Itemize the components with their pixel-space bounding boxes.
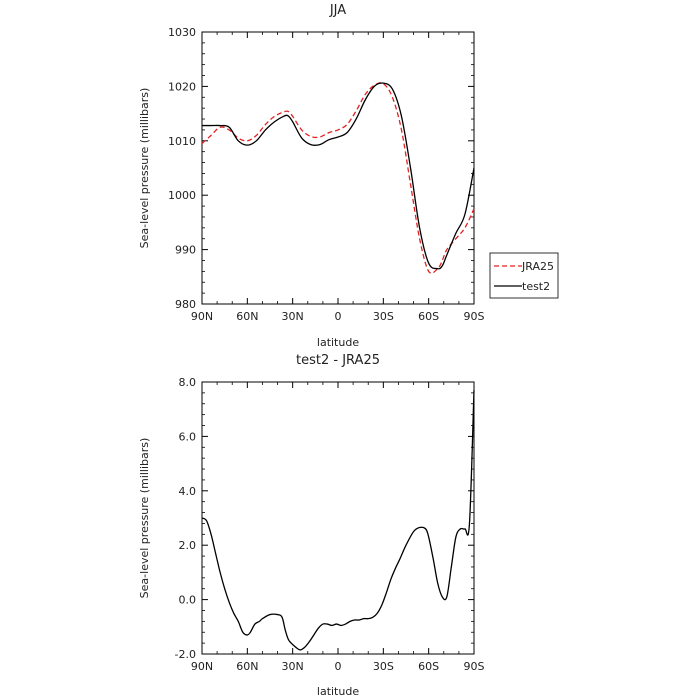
top-y-tick-label: 990 — [175, 244, 196, 257]
bottom-x-tick-label: 60N — [236, 660, 258, 673]
bottom-panel: test2 - JRA25 90N 60N 30N 0 30S 60S 90S -2.0 0.0… — [138, 353, 485, 698]
top-x-axis-label: latitude — [317, 336, 359, 349]
top-series-line-jra25 — [201, 82, 475, 274]
top-x-tick-label: 60S — [418, 310, 439, 323]
top-x-tick-label: 30N — [282, 310, 304, 323]
bottom-y-tick-label: 2.0 — [179, 539, 197, 552]
bottom-y-tick-label: 8.0 — [179, 376, 197, 389]
bottom-chart-title: test2 - JRA25 — [296, 353, 380, 368]
top-series-line-test2 — [202, 82, 475, 270]
bottom-y-axis-label: Sea-level pressure (millibars) — [138, 438, 151, 599]
top-x-tick-label: 0 — [335, 310, 342, 323]
bottom-y-tick-label: 0.0 — [179, 594, 197, 607]
top-x-tick-label: 60N — [236, 310, 258, 323]
top-x-tick-label: 90S — [464, 310, 485, 323]
bottom-x-tick-label: 90S — [464, 660, 485, 673]
bottom-y-tick-label: 4.0 — [179, 485, 197, 498]
top-y-tick-label: 1030 — [168, 26, 196, 39]
top-chart-title: JJA — [329, 3, 346, 18]
top-plot-frame — [201, 31, 475, 305]
bottom-series-line-test2-jra25 — [201, 390, 475, 651]
top-y-tick-label: 1000 — [168, 189, 196, 202]
top-x-tick-label: 30S — [373, 310, 394, 323]
top-y-tick-label: 980 — [175, 298, 196, 311]
bottom-y-tick-label: -2.0 — [175, 648, 196, 661]
legend-frame — [489, 252, 559, 299]
bottom-x-tick-label: 30S — [373, 660, 394, 673]
bottom-x-axis-label: latitude — [317, 685, 359, 698]
bottom-x-tick-label: 0 — [335, 660, 342, 673]
top-y-tick-label: 1010 — [168, 135, 196, 148]
legend: JRA25 test2 — [489, 252, 559, 299]
bottom-x-tick-label: 90N — [191, 660, 213, 673]
bottom-plot-frame — [201, 381, 475, 655]
legend-label-jra25: JRA25 — [521, 260, 554, 273]
top-x-tick-label: 90N — [191, 310, 213, 323]
bottom-x-tick-label: 60S — [418, 660, 439, 673]
top-ticks: 90N 60N 30N 0 30S 60S 90S 980 990 1000 1010 1020 103… — [168, 26, 485, 323]
bottom-series — [201, 390, 475, 651]
top-panel: JJA 90N 60N 30N 0 30S 60S 90S 980 990 1000 1010 102… — [138, 3, 559, 349]
bottom-y-tick-label: 6.0 — [179, 430, 197, 443]
bottom-x-tick-label: 30N — [282, 660, 304, 673]
top-y-tick-label: 1020 — [168, 80, 196, 93]
legend-label-test2: test2 — [522, 280, 550, 293]
top-series — [201, 82, 475, 274]
bottom-ticks: 90N 60N 30N 0 30S 60S 90S -2.0 0.0 2.0 4.0 6.0 8.0 — [175, 376, 485, 673]
top-y-axis-label: Sea-level pressure (millibars) — [138, 88, 151, 249]
